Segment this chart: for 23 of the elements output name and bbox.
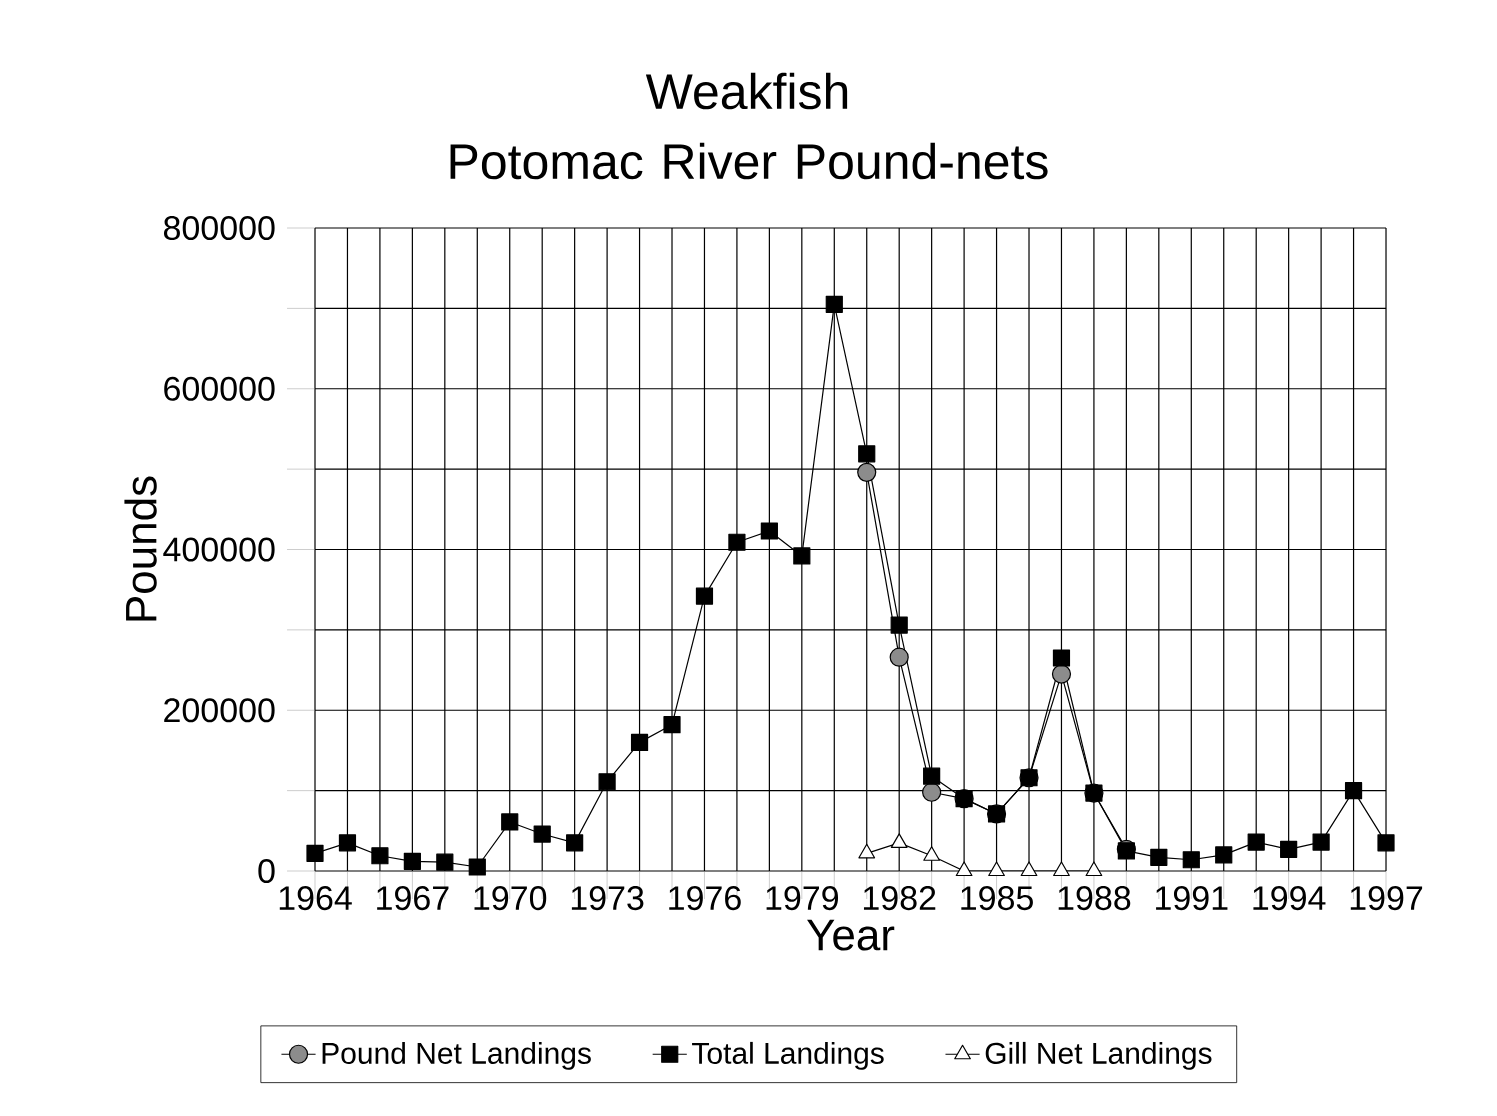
y-tick-label: 200000: [164, 698, 275, 723]
legend-label: Gill Net Landings: [985, 1041, 1212, 1070]
x-tick-label: 1997: [1350, 886, 1423, 911]
x-tick-label: 1988: [1058, 886, 1131, 911]
x-tick-label: 1982: [863, 886, 936, 911]
y-tick-label: 0: [258, 858, 275, 884]
y-tick-label: 600000: [164, 376, 275, 401]
x-axis-title: Year: [807, 919, 895, 951]
chart-title: Weakfish Potomac River Pound-nets: [450, 72, 1048, 180]
legend-label: Total Landings: [692, 1041, 884, 1070]
y-tick-label: 800000: [163, 215, 275, 241]
x-tick-label: 1976: [669, 886, 741, 911]
x-tick-label: 1964: [279, 886, 352, 911]
x-tick-label: 1979: [766, 886, 839, 911]
y-tick-label: 400000: [163, 537, 275, 562]
y-axis-title: Pounds: [124, 476, 157, 621]
x-tick-label: 1970: [474, 886, 547, 911]
legend-label: Pound Net Landings: [322, 1041, 591, 1070]
x-tick-label: 1994: [1253, 886, 1326, 911]
x-tick-label: 1973: [571, 886, 644, 911]
x-tick-label: 1967: [377, 886, 449, 911]
x-tick-label: 1991: [1156, 886, 1228, 911]
x-tick-label: 1985: [961, 886, 1033, 911]
